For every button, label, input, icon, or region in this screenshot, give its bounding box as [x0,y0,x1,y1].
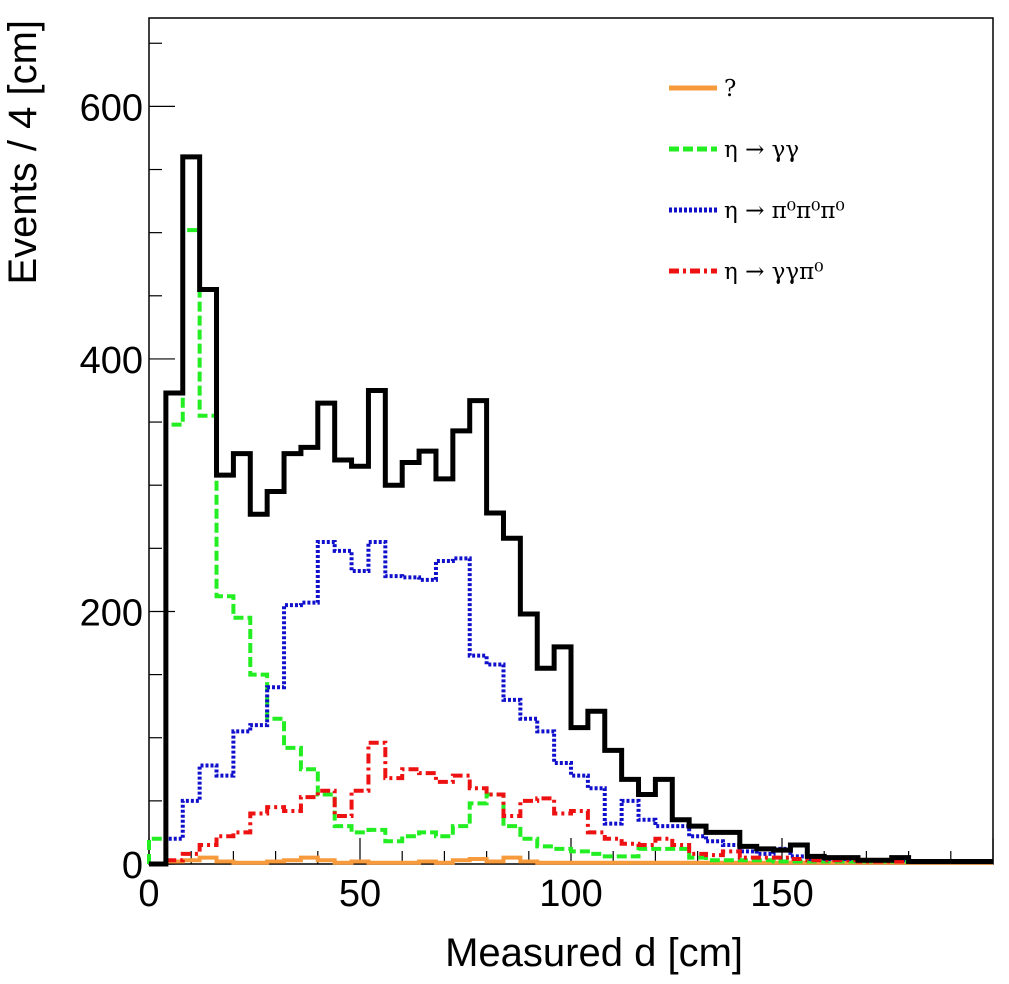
y-tick-label: 600 [80,87,143,129]
x-tick-label: 50 [339,873,381,915]
x-tick-label: 100 [539,873,602,915]
series-layer [147,154,993,867]
legend: ? η → γγ η → π⁰π⁰π⁰ η → γγπ⁰ [669,76,845,285]
y-tick-label: 400 [80,340,143,382]
legend-label: η → γγ [724,137,799,163]
y-tick-label: 0 [122,845,143,887]
x-tick-label: 150 [750,873,813,915]
legend-label: η → π⁰π⁰π⁰ [724,198,845,224]
axis-ticks [148,42,994,865]
y-tick-label: 200 [80,592,143,634]
tick-labels: 0 200 400 600 0 50 100 150 [80,87,814,915]
series-line [147,228,993,864]
series-line [149,540,993,866]
legend-label: η → γγπ⁰ [724,259,824,285]
series-line [149,154,993,867]
x-tick-label: 0 [138,873,159,915]
x-axis-title: Measured d [cm] [445,931,743,975]
plot-frame [148,17,994,865]
y-axis-title: Events / 4 [cm] [1,20,45,285]
legend-label: ? [724,76,736,102]
